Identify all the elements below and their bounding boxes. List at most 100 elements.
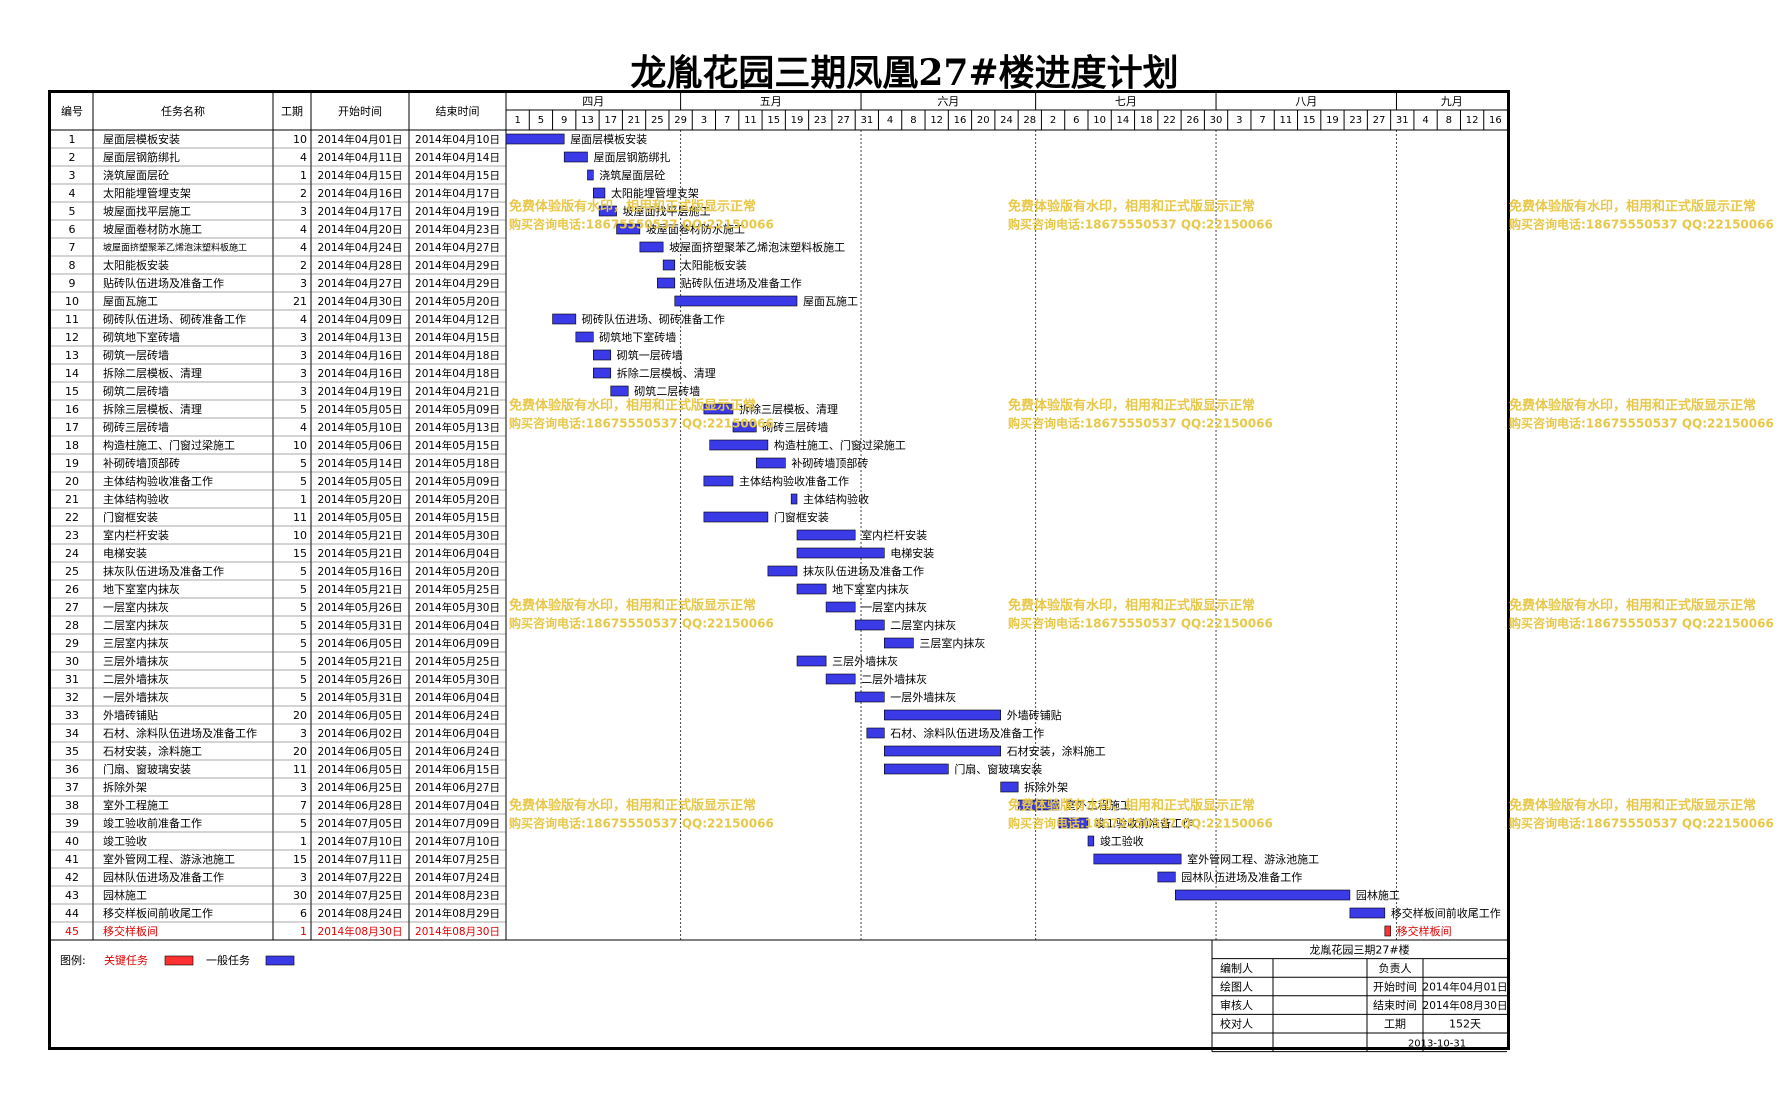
task-end: 2014年07月10日 bbox=[415, 835, 500, 848]
task-end: 2014年04月29日 bbox=[415, 277, 500, 290]
task-bar bbox=[790, 493, 798, 505]
task-bar bbox=[1017, 799, 1060, 811]
task-duration: 11 bbox=[293, 511, 307, 524]
task-name: 补砌砖墙顶部砖 bbox=[103, 456, 180, 470]
task-end: 2014年05月20日 bbox=[415, 493, 500, 506]
task-id: 25 bbox=[65, 565, 79, 578]
day-tick-label: 3 bbox=[1236, 115, 1242, 126]
task-id: 39 bbox=[65, 817, 79, 830]
task-name: 屋面层钢筋绑扎 bbox=[103, 150, 180, 164]
task-id: 31 bbox=[65, 673, 79, 686]
task-bar-label: 坡屋面找平层施工 bbox=[623, 204, 711, 218]
task-bar bbox=[796, 655, 827, 667]
watermark-line1: 免费体验版有水印，相用和正式版显示正常 bbox=[509, 199, 756, 215]
task-end: 2014年07月09日 bbox=[415, 817, 500, 830]
task-duration: 5 bbox=[300, 475, 307, 488]
task-id: 36 bbox=[65, 763, 79, 776]
task-duration: 5 bbox=[300, 691, 307, 704]
day-tick-label: 31 bbox=[1396, 115, 1409, 126]
task-duration: 4 bbox=[300, 421, 307, 434]
task-start: 2014年07月10日 bbox=[318, 835, 403, 848]
day-tick-label: 17 bbox=[604, 115, 617, 126]
task-bar bbox=[854, 619, 885, 631]
task-bar bbox=[598, 205, 617, 217]
info-box-end-value: 2014年08月30日 bbox=[1423, 999, 1508, 1012]
task-id: 41 bbox=[65, 853, 79, 866]
task-id: 35 bbox=[65, 745, 79, 758]
task-id: 16 bbox=[65, 403, 79, 416]
task-name: 一层室内抹灰 bbox=[103, 600, 169, 614]
task-end: 2014年05月09日 bbox=[415, 403, 500, 416]
task-bar bbox=[1000, 781, 1019, 793]
task-id: 10 bbox=[65, 295, 79, 308]
info-box-end-label: 结束时间 bbox=[1373, 999, 1417, 1012]
info-box-duration-label: 工期 bbox=[1384, 1018, 1406, 1031]
task-end: 2014年05月09日 bbox=[415, 475, 500, 488]
task-bar bbox=[662, 259, 676, 271]
task-start: 2014年04月16日 bbox=[318, 187, 403, 200]
task-start: 2014年05月05日 bbox=[318, 403, 403, 416]
task-duration: 5 bbox=[300, 619, 307, 632]
day-tick-label: 4 bbox=[1422, 115, 1428, 126]
watermark-line1: 免费体验版有水印，相用和正式版显示正常 bbox=[1509, 798, 1756, 814]
task-name: 屋面瓦施工 bbox=[103, 295, 158, 308]
task-start: 2014年04月17日 bbox=[318, 205, 403, 218]
task-end: 2014年07月24日 bbox=[415, 871, 500, 884]
task-name: 室内栏杆安装 bbox=[103, 528, 169, 542]
task-name: 竣工验收前准备工作 bbox=[103, 816, 202, 830]
task-bar-label: 主体结构验收 bbox=[803, 492, 869, 506]
legend-title: 图例: bbox=[60, 953, 86, 967]
day-tick-label: 20 bbox=[977, 115, 990, 126]
task-id: 43 bbox=[65, 889, 79, 902]
task-start: 2014年06月05日 bbox=[318, 709, 403, 722]
task-end: 2014年06月04日 bbox=[415, 619, 500, 632]
task-duration: 5 bbox=[300, 583, 307, 596]
task-id: 17 bbox=[65, 421, 79, 434]
task-duration: 10 bbox=[293, 439, 307, 452]
task-bar bbox=[883, 709, 1001, 721]
task-end: 2014年05月25日 bbox=[415, 655, 500, 668]
task-end: 2014年06月15日 bbox=[415, 763, 500, 776]
watermark-line1: 免费体验版有水印，相用和正式版显示正常 bbox=[1008, 798, 1255, 814]
task-start: 2014年07月05日 bbox=[318, 817, 403, 830]
task-bar bbox=[796, 529, 856, 541]
day-tick-label: 19 bbox=[791, 115, 804, 126]
watermark-line2: 购买咨询电话:18675550537 QQ:22150066 bbox=[509, 416, 774, 431]
info-box-label: 编制人 bbox=[1220, 961, 1253, 975]
task-duration: 5 bbox=[300, 817, 307, 830]
task-end: 2014年05月30日 bbox=[415, 601, 500, 614]
task-start: 2014年07月25日 bbox=[318, 889, 403, 902]
task-duration: 3 bbox=[300, 871, 307, 884]
task-duration: 4 bbox=[300, 313, 307, 326]
task-bar-label: 三层室内抹灰 bbox=[919, 636, 985, 650]
task-duration: 10 bbox=[293, 529, 307, 542]
task-id: 22 bbox=[65, 511, 79, 524]
task-bar-label: 室外工程施工 bbox=[1065, 798, 1131, 812]
day-tick-label: 1 bbox=[514, 115, 520, 126]
task-bar bbox=[592, 349, 612, 361]
day-tick-label: 16 bbox=[954, 115, 967, 126]
task-duration: 20 bbox=[293, 745, 307, 758]
info-box-label: 校对人 bbox=[1220, 1017, 1253, 1031]
task-id: 21 bbox=[65, 493, 79, 506]
task-name: 移交样板间 bbox=[103, 924, 158, 938]
day-tick-label: 21 bbox=[628, 115, 641, 126]
task-duration: 30 bbox=[293, 889, 307, 902]
task-start: 2014年04月24日 bbox=[318, 241, 403, 254]
task-duration: 3 bbox=[300, 205, 307, 218]
task-start: 2014年04月20日 bbox=[318, 223, 403, 236]
task-bar bbox=[703, 511, 769, 523]
task-duration: 1 bbox=[300, 925, 307, 938]
task-name: 拆除三层模板、清理 bbox=[103, 402, 202, 416]
task-id: 23 bbox=[65, 529, 79, 542]
task-end: 2014年06月24日 bbox=[415, 745, 500, 758]
task-duration: 5 bbox=[300, 637, 307, 650]
task-name: 贴砖队伍进场及准备工作 bbox=[103, 276, 224, 290]
task-bar bbox=[616, 223, 641, 235]
task-end: 2014年04月10日 bbox=[415, 133, 500, 146]
task-duration: 2 bbox=[300, 187, 307, 200]
task-bar bbox=[1157, 871, 1176, 883]
task-duration: 5 bbox=[300, 655, 307, 668]
day-tick-label: 7 bbox=[724, 115, 730, 126]
task-bar bbox=[610, 385, 629, 397]
